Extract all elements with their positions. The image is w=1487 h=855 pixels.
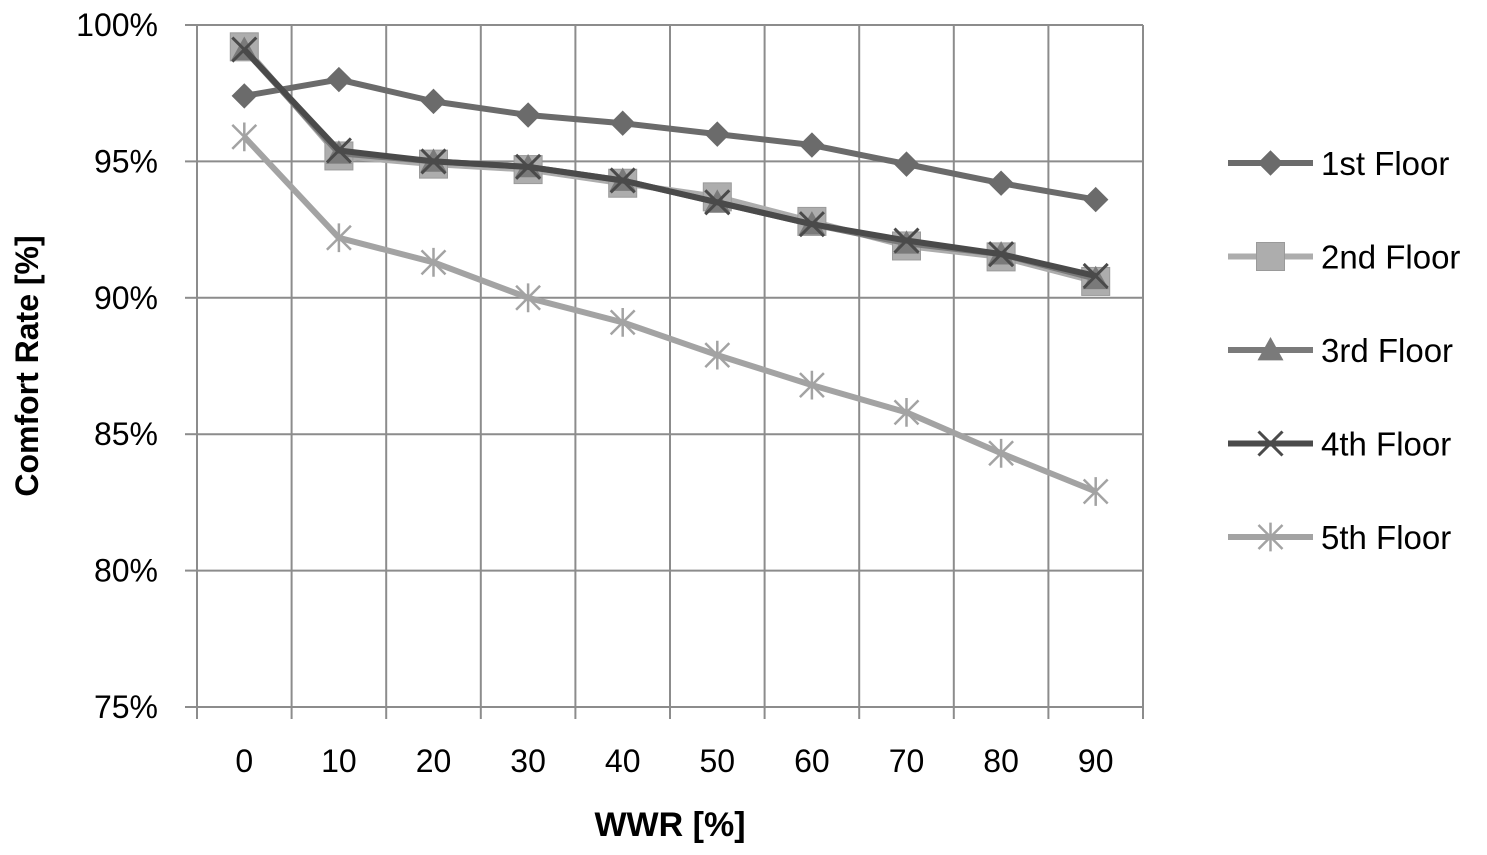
x-tick-label: 30 [510, 743, 546, 779]
data-point [1082, 477, 1109, 506]
x-tick-label: 10 [321, 743, 357, 779]
x-axis-title: WWR [%] [594, 806, 745, 844]
data-point [893, 227, 920, 254]
data-point [515, 283, 541, 313]
data-point [798, 211, 825, 238]
data-point [326, 66, 352, 93]
data-point [609, 110, 636, 136]
x-tick-label: 80 [983, 743, 1019, 779]
data-point [231, 122, 258, 152]
series-group [229, 32, 1111, 506]
y-tick-label: 90% [94, 280, 158, 316]
series-1 [231, 66, 1109, 213]
data-point [988, 438, 1014, 468]
series-4 [231, 36, 1109, 290]
legend-label: 3rd Floor [1321, 332, 1453, 369]
y-axis-title: Comfort Rate [%] [9, 235, 45, 496]
data-point [231, 83, 258, 109]
y-tick-label: 100% [76, 7, 158, 43]
axes: 75% 80% 85% 90% 95% 100% 0 10 20 30 40 50 60 70 80 90 [76, 7, 1144, 779]
series-line [242, 47, 1097, 279]
data-point [1257, 522, 1284, 552]
data-point [609, 167, 636, 194]
data-point [704, 340, 731, 370]
y-tick-label: 80% [94, 553, 158, 589]
data-point [988, 170, 1014, 196]
data-point [1256, 242, 1285, 271]
x-tick-label: 40 [605, 743, 641, 779]
data-point [326, 223, 352, 253]
data-point [420, 148, 447, 175]
series-line [243, 76, 1097, 203]
data-point [231, 36, 258, 63]
data-point [1082, 262, 1109, 290]
legend-item: 4th Floor [1228, 426, 1451, 463]
data-point [420, 247, 447, 277]
data-point [799, 370, 825, 400]
legend-item: 5th Floor [1228, 519, 1451, 556]
data-point [609, 307, 636, 337]
legend-label: 4th Floor [1321, 426, 1451, 463]
x-tick-label: 60 [794, 743, 830, 779]
data-point [704, 121, 731, 147]
data-point [1257, 150, 1284, 176]
legend-item: 3rd Floor [1228, 332, 1453, 369]
data-point [325, 137, 352, 164]
data-point [893, 151, 920, 177]
x-tick-label: 90 [1078, 743, 1114, 779]
data-point [1257, 337, 1284, 361]
data-point [988, 241, 1015, 268]
data-point [515, 102, 541, 128]
data-point [704, 189, 731, 216]
x-tick-label: 0 [235, 743, 253, 779]
legend-item: 1st Floor [1228, 145, 1449, 182]
legend: 1st Floor 2nd Floor 3rd Floor 4th Floor 5th … [1228, 145, 1460, 556]
data-point [1082, 186, 1109, 213]
data-point [420, 88, 447, 115]
legend-label: 2nd Floor [1321, 239, 1460, 276]
data-point [799, 132, 825, 158]
series-line [242, 134, 1097, 495]
y-tick-label: 85% [94, 416, 158, 452]
series-5 [231, 122, 1109, 506]
y-tick-label: 95% [94, 143, 158, 179]
data-point [515, 153, 542, 180]
data-point [893, 397, 920, 427]
x-tick-label: 70 [889, 743, 925, 779]
x-tick-label: 50 [700, 743, 736, 779]
legend-item: 2nd Floor [1228, 239, 1460, 276]
legend-label: 1st Floor [1321, 145, 1449, 182]
legend-label: 5th Floor [1321, 519, 1451, 556]
data-point [1257, 430, 1284, 457]
y-tick-label: 75% [94, 689, 158, 725]
x-tick-label: 20 [416, 743, 452, 779]
